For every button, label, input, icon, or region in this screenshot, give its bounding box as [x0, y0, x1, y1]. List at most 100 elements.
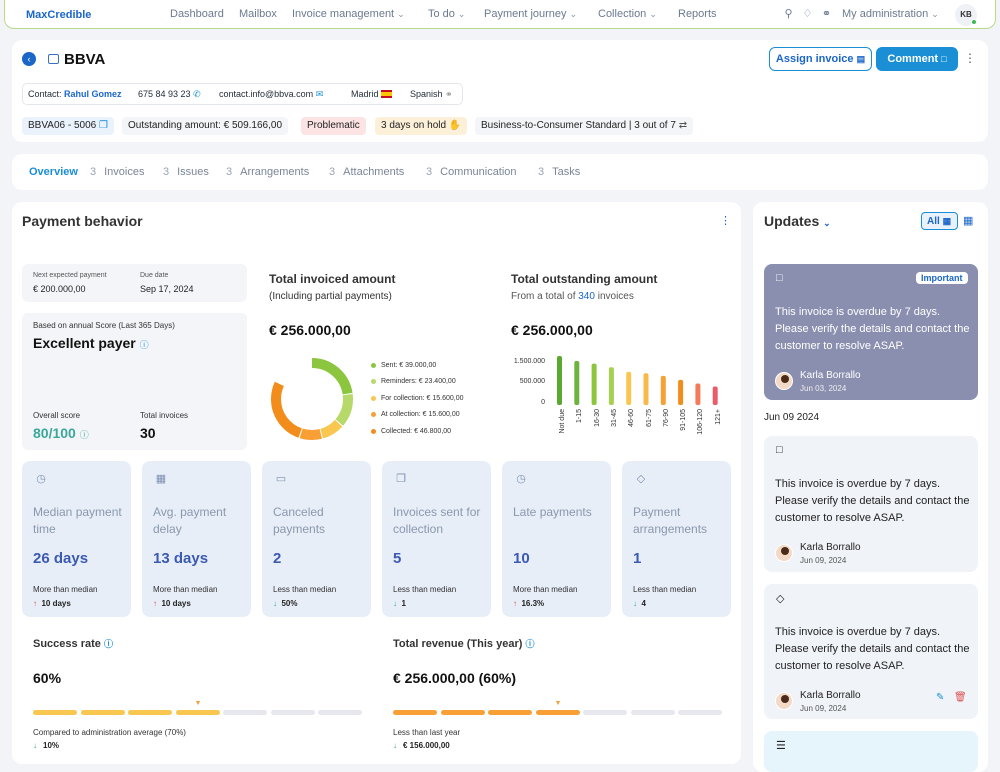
- next-payment-label: Next expected payment: [33, 272, 107, 279]
- info-icon[interactable]: ⓘ: [103, 639, 113, 649]
- stat-tile[interactable]: ▦ Avg. payment delay 13 days More than medi…: [142, 461, 251, 617]
- bar-106-120: [695, 383, 701, 405]
- tab-overview[interactable]: Overview: [29, 166, 78, 178]
- update-author: Karla Borrallo: [800, 370, 861, 381]
- x-tick-label: 91-105: [680, 409, 688, 431]
- stat-delta: ↑ 10 days: [33, 599, 71, 608]
- edit-icon[interactable]: ✎: [936, 692, 945, 703]
- assign-invoice-button[interactable]: Assign invoice ▤: [769, 47, 872, 71]
- tag-icon: ◇: [776, 593, 785, 605]
- update-card-important[interactable]: □ Important This invoice is overdue by 7…: [764, 264, 978, 400]
- y-tick-label: 1.500.000: [513, 358, 545, 365]
- update-card[interactable]: □ This invoice is overdue by 7 days. Ple…: [764, 436, 978, 572]
- stat-label: Canceled payments: [273, 505, 326, 536]
- important-badge: Important: [916, 272, 968, 284]
- stat-label: Median payment time: [33, 505, 122, 536]
- outstanding-amount: € 256.000,00: [511, 322, 593, 338]
- due-date-label: Due date: [140, 272, 169, 279]
- updates-title[interactable]: Updates ⌄: [764, 213, 831, 229]
- stat-compare: More than median: [513, 585, 578, 594]
- outstanding-bar-chart: [557, 355, 718, 405]
- score-basis: Based on annual Score (Last 365 Days): [33, 321, 175, 330]
- online-status-dot: [971, 19, 977, 25]
- x-tick-label: 61-75: [645, 409, 653, 427]
- user-avatar[interactable]: KB: [955, 4, 977, 26]
- bell-icon[interactable]: ♢: [802, 8, 813, 20]
- page-title: BBVA: [64, 51, 106, 68]
- nav-to-do[interactable]: To do ⌄: [428, 8, 466, 20]
- swap-icon: ⇄: [678, 120, 688, 131]
- tab-arrangements[interactable]: 3 Arrangements: [226, 166, 310, 178]
- document-icon: ▤: [856, 54, 866, 64]
- tab-communication[interactable]: 3 Communication: [426, 166, 517, 178]
- info-icon[interactable]: ⓘ: [525, 639, 535, 649]
- update-author: Karla Borrallo: [800, 690, 861, 701]
- comment-button[interactable]: Comment □: [876, 47, 958, 71]
- contact-phone[interactable]: 675 84 93 23 ✆: [138, 89, 201, 99]
- progress-segment: [175, 710, 220, 715]
- search-icon[interactable]: ⚲: [784, 8, 793, 20]
- legend-item-reminders: Reminders: € 23.400,00: [371, 378, 456, 385]
- globe-icon[interactable]: ⚭: [821, 8, 832, 20]
- nav-mailbox[interactable]: Mailbox: [239, 8, 277, 20]
- phone-icon: ✆: [193, 89, 201, 99]
- progress-segment: [318, 710, 362, 715]
- stat-label: Payment arrangements: [633, 505, 708, 536]
- next-payment-value: € 200.000,00: [33, 284, 86, 294]
- success-rate-value: 60%: [33, 670, 62, 686]
- tab-tasks[interactable]: 3 Tasks: [538, 166, 581, 178]
- company-icon: [48, 54, 59, 64]
- back-icon[interactable]: ‹: [22, 52, 36, 66]
- contact-name-link[interactable]: Rahul Gomez: [64, 89, 122, 99]
- arrow-down-icon: ↓: [393, 741, 397, 750]
- segment-chip[interactable]: Business-to-Consumer Standard | 3 out of…: [475, 117, 694, 135]
- list-icon: ☰: [776, 740, 786, 752]
- nav-collection[interactable]: Collection ⌄: [598, 8, 657, 20]
- stat-tile[interactable]: ◷ Late payments 10 More than median ↑ 16.3%: [502, 461, 611, 617]
- tab-attachments[interactable]: 3 Attachments: [329, 166, 405, 178]
- bar-61-75: [643, 373, 649, 405]
- contact-person: Contact: Rahul Gomez: [28, 89, 122, 99]
- donut-slice-at-collection: [271, 358, 353, 440]
- tab-issues[interactable]: 3 Issues: [163, 166, 209, 178]
- stat-value: 1: [633, 550, 642, 567]
- success-rate-title: Success rate ⓘ: [33, 638, 113, 650]
- app-logo[interactable]: MaxCredible: [26, 9, 92, 21]
- stat-delta: ↓ 50%: [273, 599, 298, 608]
- account-menu[interactable]: My administration ⌄: [842, 8, 939, 20]
- chevron-down-icon: ⌄: [457, 8, 466, 19]
- stat-compare: Less than median: [393, 585, 457, 594]
- stat-delta: ↓ 1: [393, 599, 406, 608]
- revenue-title: Total revenue (This year) ⓘ: [393, 638, 535, 650]
- arrow-down-icon: ↓: [393, 599, 397, 608]
- filter-all-button[interactable]: All ▦: [921, 212, 958, 230]
- info-icon[interactable]: ⓘ: [79, 430, 89, 440]
- invoiced-title: Total invoiced amount: [269, 272, 396, 286]
- delete-icon[interactable]: 🗑: [954, 692, 967, 703]
- stat-tile[interactable]: ▭ Canceled payments 2 Less than median ↓ 50%: [262, 461, 371, 617]
- calendar-icon[interactable]: ▦: [963, 215, 974, 227]
- update-card-partial[interactable]: ☰: [764, 731, 978, 772]
- contact-language: Spanish ⚭: [410, 89, 453, 99]
- update-card[interactable]: ◇ This invoice is overdue by 7 days. Ple…: [764, 584, 978, 719]
- comment-icon: □: [941, 54, 947, 64]
- stat-value: 2: [273, 550, 282, 567]
- contact-email[interactable]: contact.info@bbva.com ✉: [219, 89, 324, 99]
- more-options-icon[interactable]: ⋮: [964, 51, 976, 65]
- stat-tile[interactable]: ❐ Invoices sent for collection 5 Less than …: [382, 461, 491, 617]
- stat-tile[interactable]: ◷ Median payment time 26 days More than med…: [22, 461, 131, 617]
- bar-31-45: [608, 367, 614, 405]
- nav-reports[interactable]: Reports: [678, 8, 717, 20]
- nav-payment-journey[interactable]: Payment journey ⌄: [484, 8, 578, 20]
- donut-slice-sent: [271, 358, 353, 440]
- stat-tile[interactable]: ◇ Payment arrangements 1 Less than median ↓ …: [622, 461, 731, 617]
- tab-invoices[interactable]: 3 Invoices: [90, 166, 145, 178]
- nav-invoice-management[interactable]: Invoice management ⌄: [292, 8, 405, 20]
- tab-bar: [12, 154, 988, 190]
- more-options-icon[interactable]: ⋮: [720, 215, 731, 227]
- revenue-delta: ↓ € 156.000,00: [393, 741, 450, 750]
- nav-dashboard[interactable]: Dashboard: [170, 8, 224, 20]
- top-navigation-bar: [4, 0, 996, 29]
- info-icon[interactable]: ⓘ: [139, 340, 149, 350]
- customer-id-chip[interactable]: BBVA06 - 5006 ❐: [22, 117, 114, 135]
